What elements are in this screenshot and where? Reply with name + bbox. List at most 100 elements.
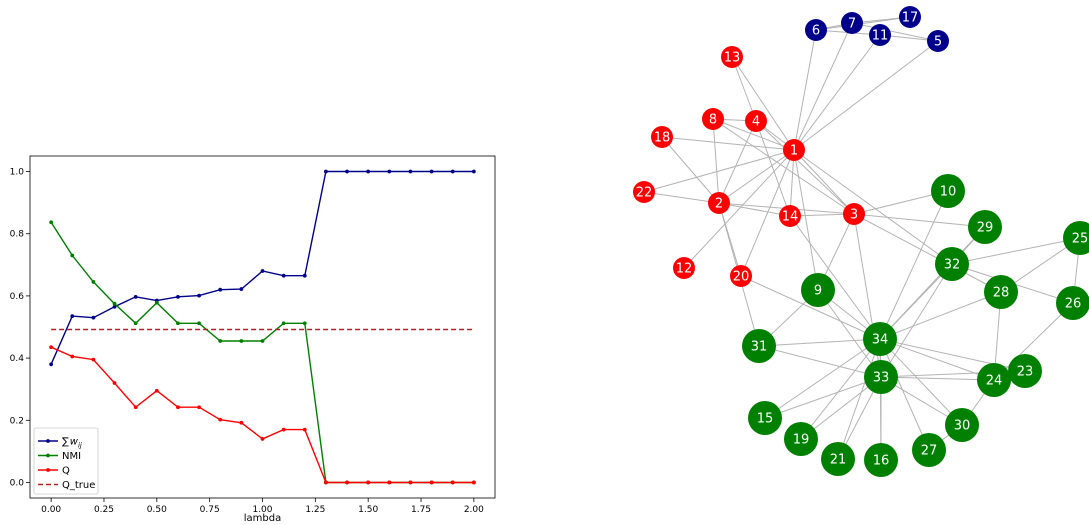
- node-circle: [783, 139, 805, 161]
- node-15: 15: [748, 401, 782, 435]
- node-label: 17: [902, 11, 919, 26]
- data-point: [133, 294, 138, 299]
- node-6: 6: [805, 19, 827, 41]
- data-point: [218, 287, 223, 292]
- edge-2-22: [643, 191, 720, 204]
- data-point: [239, 287, 244, 291]
- node-8: 8: [702, 108, 724, 130]
- data-point: [239, 339, 244, 343]
- node-circle: [633, 181, 655, 203]
- data-point: [408, 480, 413, 485]
- node-circle: [912, 433, 946, 467]
- edge-31-34: [758, 338, 881, 347]
- edge-2-8: [712, 118, 720, 204]
- edge-30-34: [879, 338, 963, 426]
- node-label: 24: [986, 374, 1003, 389]
- edge-20-34: [740, 275, 881, 340]
- node-14: 14: [779, 205, 801, 227]
- edge-32-33: [880, 263, 953, 378]
- node-4: 4: [745, 110, 767, 132]
- data-point: [281, 427, 286, 432]
- node-label: 23: [1017, 365, 1034, 380]
- legend-marker: [46, 439, 50, 443]
- edge-2-14: [718, 202, 791, 217]
- series-layer: [49, 169, 476, 485]
- x-tick-label: 1.75: [411, 505, 431, 515]
- data-point: [112, 381, 117, 385]
- edge-1-2: [718, 149, 795, 204]
- x-tick-label: 1.25: [305, 505, 325, 515]
- data-point: [197, 321, 201, 326]
- edge-3-28: [853, 213, 1002, 293]
- node-label: 30: [954, 419, 971, 434]
- node-label: 10: [940, 185, 957, 200]
- data-point: [154, 300, 159, 305]
- node-3: 3: [843, 203, 865, 225]
- node-label: 33: [873, 371, 890, 386]
- edge-1-13: [731, 56, 795, 151]
- node-circle: [899, 6, 921, 28]
- y-axis-ticks: 0.0 0.2 0.4 0.6 0.8 1.0: [10, 168, 30, 488]
- data-point: [133, 321, 138, 326]
- data-point: [176, 294, 180, 299]
- data-point: [239, 420, 244, 425]
- edge-15-33: [764, 376, 882, 419]
- data-point: [91, 280, 96, 284]
- x-tick-label: 0.50: [147, 505, 167, 515]
- node-circle: [863, 322, 897, 356]
- data-point: [302, 427, 307, 432]
- edge-5-7: [851, 22, 939, 42]
- data-point: [176, 405, 180, 410]
- node-31: 31: [742, 329, 776, 363]
- node-5: 5: [927, 30, 949, 52]
- node-1: 1: [783, 139, 805, 161]
- node-29: 29: [968, 210, 1002, 244]
- edge-10-34: [879, 190, 949, 340]
- edge-1-22: [643, 149, 795, 193]
- data-point: [49, 345, 54, 350]
- node-9: 9: [801, 273, 835, 307]
- data-point: [218, 339, 223, 343]
- data-point: [345, 480, 349, 485]
- legend-frame: [33, 427, 99, 495]
- edge-1-11: [793, 34, 881, 151]
- data-point: [387, 169, 392, 174]
- data-point: [324, 169, 328, 174]
- edge-32-34: [879, 263, 953, 340]
- edge-6-17: [815, 16, 911, 31]
- node-circle: [730, 265, 752, 287]
- node-circle: [841, 12, 863, 34]
- legend-label: ∑wij: [62, 437, 82, 450]
- node-circle: [651, 126, 673, 148]
- node-circle: [931, 174, 965, 208]
- node-label: 34: [872, 333, 889, 348]
- data-point: [133, 405, 138, 410]
- edge-1-3: [793, 149, 855, 215]
- y-tick-label: 0.8: [10, 230, 25, 240]
- data-point: [197, 405, 201, 410]
- node-circle: [1056, 286, 1089, 320]
- node-circle: [869, 24, 891, 46]
- node-circle: [864, 443, 898, 477]
- data-point: [302, 273, 307, 278]
- data-point: [471, 169, 476, 174]
- node-28: 28: [984, 275, 1018, 309]
- edge-1-6: [793, 29, 817, 151]
- node-label: 19: [793, 433, 810, 448]
- node-26: 26: [1056, 286, 1089, 320]
- node-circle: [673, 257, 695, 279]
- node-label: 2: [715, 197, 723, 212]
- edge-1-9: [793, 149, 819, 291]
- edge-1-32: [793, 149, 953, 265]
- y-tick-label: 1.0: [10, 168, 25, 178]
- node-circle: [779, 205, 801, 227]
- node-13: 13: [721, 46, 743, 68]
- edge-1-7: [793, 22, 853, 151]
- edge-1-18: [661, 136, 795, 151]
- edge-2-18: [661, 136, 720, 204]
- x-tick-label: 2.00: [464, 505, 484, 515]
- data-point: [450, 169, 455, 174]
- edge-24-26: [993, 302, 1074, 381]
- series-q: [49, 345, 476, 485]
